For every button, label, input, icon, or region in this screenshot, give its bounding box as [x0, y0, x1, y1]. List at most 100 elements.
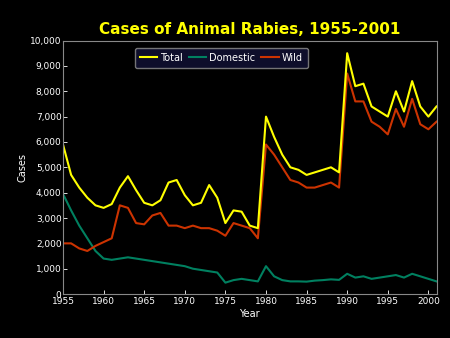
Total	[385, 115, 391, 119]
Total	[215, 196, 220, 200]
Wild	[166, 224, 171, 228]
Domestic	[68, 208, 74, 213]
Total	[304, 173, 309, 177]
Total	[85, 196, 90, 200]
Total	[353, 84, 358, 88]
Wild	[76, 246, 82, 250]
Wild	[361, 99, 366, 103]
Wild	[247, 226, 252, 230]
Wild	[190, 224, 196, 228]
Wild	[393, 107, 399, 111]
Domestic	[279, 278, 285, 282]
Domestic	[85, 236, 90, 240]
Total	[101, 206, 106, 210]
Domestic	[166, 262, 171, 266]
Domestic	[263, 264, 269, 268]
Total	[133, 188, 139, 192]
Wild	[231, 221, 236, 225]
Wild	[328, 180, 333, 185]
Domestic	[288, 279, 293, 283]
Wild	[279, 165, 285, 169]
Domestic	[385, 274, 391, 279]
Wild	[109, 236, 114, 240]
Domestic	[125, 255, 130, 259]
Total	[401, 110, 407, 114]
Total	[60, 143, 66, 147]
Domestic	[149, 259, 155, 263]
Wild	[85, 249, 90, 253]
Domestic	[198, 268, 204, 272]
Wild	[296, 180, 301, 185]
Wild	[304, 186, 309, 190]
Wild	[377, 125, 382, 129]
Total	[198, 201, 204, 205]
Total	[239, 210, 244, 214]
Domestic	[223, 281, 228, 285]
Total	[279, 153, 285, 157]
Wild	[353, 99, 358, 103]
Wild	[410, 97, 415, 101]
Wild	[182, 226, 188, 230]
Wild	[174, 224, 180, 228]
Wild	[336, 186, 342, 190]
Line: Total: Total	[63, 53, 436, 228]
Wild	[93, 244, 98, 248]
Domestic	[393, 273, 399, 277]
Total	[109, 202, 114, 206]
Wild	[426, 127, 431, 131]
Domestic	[247, 278, 252, 282]
Domestic	[312, 279, 317, 283]
Domestic	[215, 270, 220, 274]
Domestic	[93, 249, 98, 253]
Wild	[141, 222, 147, 226]
Total	[369, 104, 374, 108]
Total	[377, 110, 382, 114]
Wild	[125, 206, 130, 210]
Domestic	[377, 275, 382, 280]
Total	[263, 115, 269, 119]
Total	[68, 173, 74, 177]
Total	[174, 178, 180, 182]
Total	[336, 170, 342, 174]
Wild	[207, 226, 212, 230]
Wild	[385, 132, 391, 136]
Wild	[215, 228, 220, 233]
Wild	[255, 236, 261, 240]
Domestic	[426, 277, 431, 281]
Legend: Total, Domestic, Wild: Total, Domestic, Wild	[135, 48, 308, 68]
Domestic	[255, 279, 261, 283]
Wild	[101, 240, 106, 244]
Domestic	[231, 278, 236, 282]
Wild	[117, 203, 122, 207]
Domestic	[328, 277, 333, 281]
Domestic	[345, 272, 350, 276]
Total	[141, 201, 147, 205]
Domestic	[369, 277, 374, 281]
Total	[434, 104, 439, 108]
Wild	[369, 120, 374, 124]
Total	[166, 180, 171, 185]
Domestic	[101, 257, 106, 261]
Total	[418, 104, 423, 108]
Wild	[418, 122, 423, 126]
Total	[410, 79, 415, 83]
Domestic	[401, 275, 407, 280]
Title: Cases of Animal Rabies, 1955-2001: Cases of Animal Rabies, 1955-2001	[99, 22, 400, 37]
Total	[231, 208, 236, 213]
Total	[255, 226, 261, 230]
Wild	[158, 211, 163, 215]
Wild	[434, 120, 439, 124]
Wild	[198, 226, 204, 230]
Total	[361, 82, 366, 86]
Wild	[263, 143, 269, 147]
Total	[320, 168, 325, 172]
Domestic	[296, 279, 301, 283]
Domestic	[117, 257, 122, 261]
Domestic	[133, 257, 139, 261]
Domestic	[109, 258, 114, 262]
Total	[312, 170, 317, 174]
Total	[247, 224, 252, 228]
Wild	[271, 153, 277, 157]
Total	[223, 221, 228, 225]
Domestic	[271, 274, 277, 279]
